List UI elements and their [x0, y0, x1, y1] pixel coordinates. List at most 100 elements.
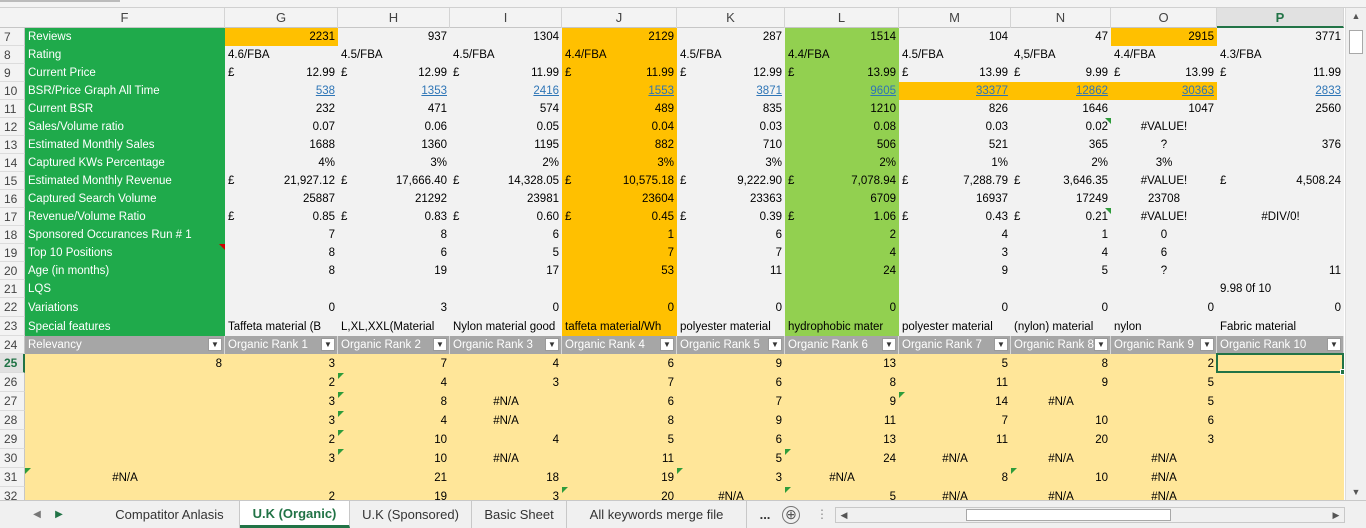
cell-k-search-volume[interactable]: 23363	[677, 190, 785, 208]
cell-n-top10[interactable]: 4	[1011, 244, 1111, 262]
filter-dropdown-icon[interactable]: ▼	[1200, 338, 1214, 351]
tab-splitter-icon[interactable]: ⋮	[816, 507, 828, 521]
cell-i-reviews[interactable]: 1304	[450, 28, 562, 46]
cell-m-sales-volume-ratio[interactable]: 0.03	[899, 118, 1011, 136]
rank-cell[interactable]	[1217, 430, 1344, 449]
cell-i-sponsored[interactable]: 6	[450, 226, 562, 244]
rank-cell[interactable]: 7	[899, 411, 1011, 430]
cell-o-search-volume[interactable]: 23708	[1111, 190, 1217, 208]
filter-dropdown-icon[interactable]: ▼	[433, 338, 447, 351]
column-header-p[interactable]: P	[1217, 8, 1344, 28]
column-header-o[interactable]: O	[1111, 8, 1217, 28]
cell-o-sponsored[interactable]: 0	[1111, 226, 1217, 244]
row-header-11[interactable]: 11	[0, 100, 25, 118]
row-header-21[interactable]: 21	[0, 280, 25, 298]
cell-m-current-bsr[interactable]: 826	[899, 100, 1011, 118]
row-header-24[interactable]: 24	[0, 336, 25, 354]
cell-o-sales-volume-ratio[interactable]: #VALUE!	[1111, 118, 1217, 136]
cell-h-kw-percentage[interactable]: 3%	[338, 154, 450, 172]
bsr-graph-link[interactable]: 30363	[1182, 85, 1214, 97]
scroll-left-icon[interactable]: ◀	[840, 510, 848, 520]
cell-m-reviews[interactable]: 104	[899, 28, 1011, 46]
filter-dropdown-icon[interactable]: ▼	[660, 338, 674, 351]
cell-m-top10[interactable]: 3	[899, 244, 1011, 262]
cell-m-kw-percentage[interactable]: 1%	[899, 154, 1011, 172]
rank-cell[interactable]	[1217, 392, 1344, 411]
cell-j-variations[interactable]: 0	[562, 298, 677, 317]
cell-n-price[interactable]: £9.99	[1011, 64, 1111, 82]
cell-h-search-volume[interactable]: 21292	[338, 190, 450, 208]
organic-rank-3-header[interactable]: Organic Rank 3 ▼	[450, 336, 562, 354]
cell-o-rating[interactable]: 4.4/FBA	[1111, 46, 1217, 64]
cell-n-age[interactable]: 5	[1011, 262, 1111, 280]
rank-cell[interactable]: #N/A	[25, 468, 225, 487]
rank-cell[interactable]: 9	[677, 411, 785, 430]
cell-o-current-bsr[interactable]: 1047	[1111, 100, 1217, 118]
rank-cell[interactable]: 4	[450, 430, 562, 449]
bsr-graph-link[interactable]: 1353	[421, 85, 447, 97]
organic-rank-7-header[interactable]: Organic Rank 7 ▼	[899, 336, 1011, 354]
cell-i-top10[interactable]: 5	[450, 244, 562, 262]
cell-j-monthly-sales[interactable]: 882	[562, 136, 677, 154]
rank-cell[interactable]: 5	[899, 354, 1011, 373]
more-sheets-button[interactable]: ...	[759, 507, 771, 522]
cell-i-age[interactable]: 17	[450, 262, 562, 280]
rank-cell[interactable]	[25, 487, 225, 500]
rank-cell[interactable]: 9	[677, 354, 785, 373]
cell-i-bsr-graph[interactable]: 2416	[450, 82, 562, 100]
filter-dropdown-icon[interactable]: ▼	[994, 338, 1008, 351]
column-header-g[interactable]: G	[225, 8, 338, 28]
cell-n-reviews[interactable]: 47	[1011, 28, 1111, 46]
rank-cell[interactable]: 6	[562, 354, 677, 373]
cell-g-special[interactable]: Taffeta material (B	[225, 317, 338, 336]
cell-g-sponsored[interactable]: 7	[225, 226, 338, 244]
cell-n-sponsored[interactable]: 1	[1011, 226, 1111, 244]
bsr-graph-link[interactable]: 9605	[870, 85, 896, 97]
rank-cell[interactable]: 11	[899, 373, 1011, 392]
cell-p-top10[interactable]	[1217, 244, 1344, 262]
cell-g-sales-volume-ratio[interactable]: 0.07	[225, 118, 338, 136]
cell-i-kw-percentage[interactable]: 2%	[450, 154, 562, 172]
cell-j-search-volume[interactable]: 23604	[562, 190, 677, 208]
cell-p-bsr-graph[interactable]: 2833	[1217, 82, 1344, 100]
cell-p-special[interactable]: Fabric material	[1217, 317, 1344, 336]
cell-h-sponsored[interactable]: 8	[338, 226, 450, 244]
cell-h-reviews[interactable]: 937	[338, 28, 450, 46]
cell-l-revenue-volume[interactable]: £1.06	[785, 208, 899, 226]
rank-cell[interactable]: 2	[225, 430, 338, 449]
worksheet-grid[interactable]: Reviews 2231 937 1304 2129 287 1514 104 47 2915 37…	[25, 28, 1344, 500]
rank-cell[interactable]: 19	[562, 468, 677, 487]
filter-dropdown-icon[interactable]: ▼	[208, 338, 222, 351]
rank-cell[interactable]: 3	[225, 411, 338, 430]
cell-g-current-bsr[interactable]: 232	[225, 100, 338, 118]
rank-cell[interactable]: 4	[338, 373, 450, 392]
rank-cell[interactable]: 11	[562, 449, 677, 468]
row-header-27[interactable]: 27	[0, 392, 25, 411]
rank-cell[interactable]: 3	[225, 354, 338, 373]
rank-cell[interactable]: 6	[562, 392, 677, 411]
cell-i-price[interactable]: £11.99	[450, 64, 562, 82]
rank-cell[interactable]	[1217, 487, 1344, 500]
rank-cell[interactable]: 6	[677, 373, 785, 392]
cell-j-current-bsr[interactable]: 489	[562, 100, 677, 118]
rank-cell[interactable]: 3	[1111, 430, 1217, 449]
rank-cell[interactable]: 4	[338, 411, 450, 430]
sheet-tab-compatitor-anlasis[interactable]: Compatitor Anlasis	[100, 501, 240, 528]
row-header-23[interactable]: 23	[0, 317, 25, 336]
fill-handle[interactable]	[1340, 369, 1344, 375]
cell-h-age[interactable]: 19	[338, 262, 450, 280]
cell-l-sponsored[interactable]: 2	[785, 226, 899, 244]
organic-rank-1-header[interactable]: Organic Rank 1 ▼	[225, 336, 338, 354]
rank-cell[interactable]: 20	[562, 487, 677, 500]
cell-o-reviews[interactable]: 2915	[1111, 28, 1217, 46]
cell-h-variations[interactable]: 3	[338, 298, 450, 317]
horizontal-scrollbar[interactable]: ◀ ▶	[835, 507, 1345, 523]
rank-cell[interactable]: 14	[899, 392, 1011, 411]
rank-cell[interactable]: 10	[338, 430, 450, 449]
column-header-j[interactable]: J	[562, 8, 677, 28]
row-header-17[interactable]: 17	[0, 208, 25, 226]
cell-n-rating[interactable]: 4,5/FBA	[1011, 46, 1111, 64]
cell-h-top10[interactable]: 6	[338, 244, 450, 262]
row-header-15[interactable]: 15	[0, 172, 25, 190]
cell-g-variations[interactable]: 0	[225, 298, 338, 317]
